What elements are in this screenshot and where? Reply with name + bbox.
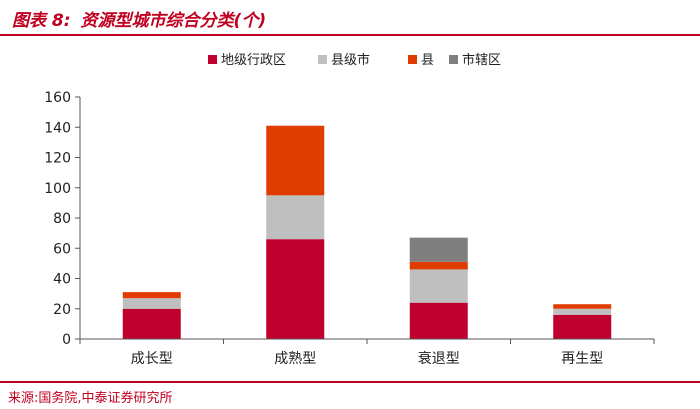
bar-segment-2-3 [266,125,325,196]
bar-segment-1-2 [122,298,181,309]
y-tick-label: 0 [62,332,71,348]
legend-swatch-4 [449,55,458,64]
bar-segment-4-2 [553,308,612,315]
y-tick-label: 120 [44,151,71,167]
x-axis: 成长型 成熟型 衰退型 再生型 [79,338,655,367]
stacked-bar-chart: 地级行政区 县级市 县 市辖区 0 20 40 60 80 100 120 140 160 成长型 成熟… [44,52,655,367]
bar-segment-2-2 [266,195,325,240]
legend-label-4: 市辖区 [462,52,501,68]
legend-label-3: 县 [421,53,434,68]
bar-segment-3-1 [409,302,468,339]
bar-segment-2-1 [266,239,325,339]
source-note: 来源:国务院,中泰证券研究所 [8,391,173,406]
legend-swatch-1 [208,55,217,64]
bar-segment-1-1 [122,308,181,339]
y-tick-label: 160 [44,90,71,106]
legend-swatch-2 [318,55,327,64]
bar-segment-4-3 [553,304,612,309]
bar-segment-3-2 [409,269,468,303]
y-tick-label: 60 [53,241,71,257]
bars [122,125,612,339]
figure-header: 图表 8: 资源型城市综合分类(个) [0,0,700,36]
figure-title-text: 资源型城市综合分类(个) [80,11,267,31]
x-category-label: 成熟型 [274,351,316,367]
bar-segment-1-3 [122,292,181,299]
legend-swatch-3 [408,55,417,64]
legend-label-2: 县级市 [331,52,370,68]
y-tick-label: 40 [53,272,71,288]
chart-legend: 地级行政区 县级市 县 市辖区 [208,52,501,68]
legend-label-1: 地级行政区 [221,53,286,68]
x-category-label: 成长型 [131,351,173,367]
figure-footer: 来源:国务院,中泰证券研究所 [0,381,700,409]
bar-segment-4-1 [553,314,612,339]
y-tick-label: 140 [44,120,71,136]
y-tick-label: 80 [53,211,71,227]
y-axis: 0 20 40 60 80 100 120 140 160 [44,90,81,348]
y-tick-label: 100 [44,181,71,197]
bar-segment-3-3 [409,261,468,270]
figure-title: 图表 8: 资源型城市综合分类(个) [12,6,266,31]
x-category-label: 再生型 [561,351,603,367]
figure-label: 图表 8: [12,11,71,31]
y-tick-label: 20 [53,302,71,318]
bar-segment-3-4 [409,237,468,262]
x-category-label: 衰退型 [418,350,460,367]
